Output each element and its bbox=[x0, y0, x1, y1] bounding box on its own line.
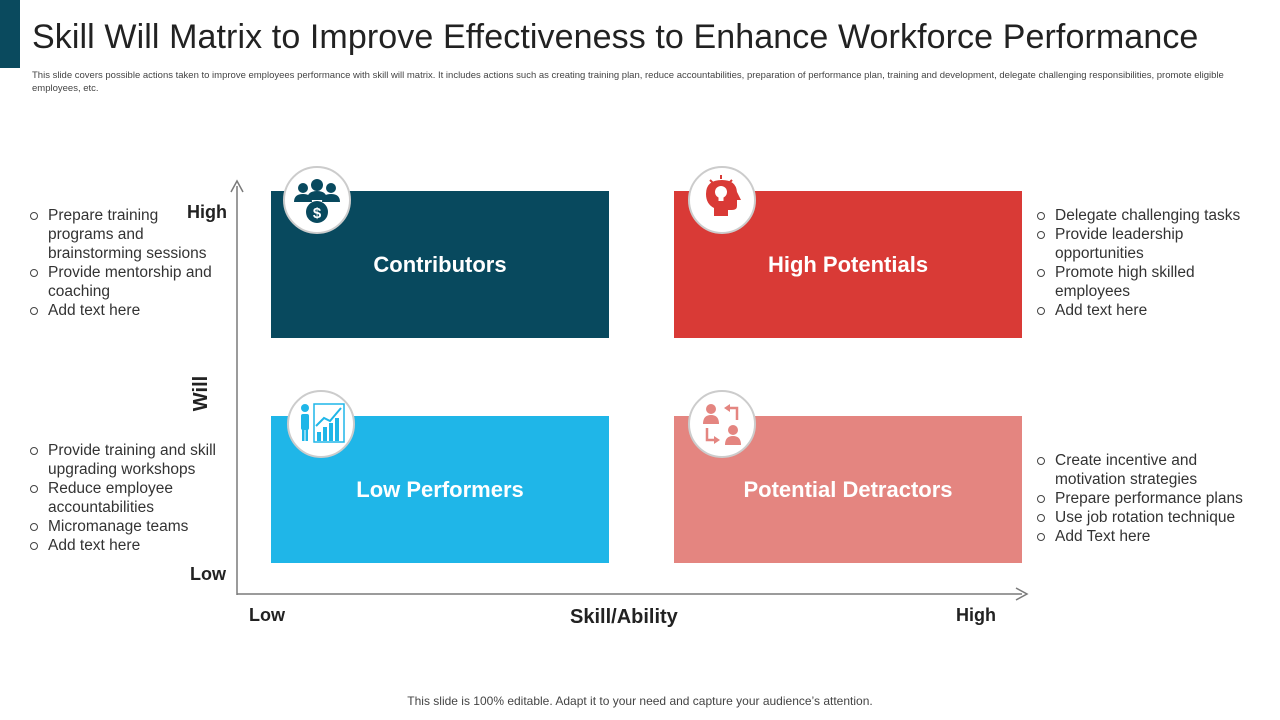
y-axis-low-label: Low bbox=[190, 564, 226, 584]
x-axis-low-label: Low bbox=[249, 605, 285, 625]
potential-detractors-actions-list: Create incentive and motivation strategi… bbox=[1037, 451, 1262, 546]
x-axis-arrow bbox=[1015, 587, 1029, 601]
y-axis-arrow bbox=[230, 179, 244, 193]
list-item: Add text here bbox=[30, 301, 220, 320]
list-item: Provide training and skill upgrading wor… bbox=[30, 441, 235, 479]
list-item: Prepare performance plans bbox=[1037, 489, 1262, 508]
svg-text:$: $ bbox=[313, 205, 322, 222]
list-item: Provide mentorship and coaching bbox=[30, 263, 220, 301]
quadrant-high-potentials-label: High Potentials bbox=[767, 251, 929, 277]
quadrant-contributors-label: Contributors bbox=[373, 251, 507, 277]
title-accent-bar bbox=[0, 0, 20, 68]
team-dollar-icon: $ bbox=[283, 166, 351, 234]
x-axis-high-label: High bbox=[956, 605, 996, 625]
list-item: Provide leadership opportunities bbox=[1037, 225, 1262, 263]
people-exchange-icon bbox=[688, 390, 756, 458]
list-item: Micromanage teams bbox=[30, 517, 235, 536]
y-axis-high-label: High bbox=[187, 202, 227, 222]
high-potentials-actions-list: Delegate challenging tasks Provide leade… bbox=[1037, 206, 1262, 320]
list-item: Create incentive and motivation strategi… bbox=[1037, 451, 1262, 489]
list-item: Promote high skilled employees bbox=[1037, 263, 1262, 301]
quadrant-low-performers-label: Low Performers bbox=[356, 476, 524, 502]
contributors-actions-list: Prepare training programs and brainstorm… bbox=[30, 206, 220, 320]
list-item: Reduce employee accountabilities bbox=[30, 479, 235, 517]
quadrant-high-potentials: High Potentials bbox=[674, 191, 1022, 338]
list-item: Add text here bbox=[30, 536, 235, 555]
person-growth-chart-icon bbox=[287, 390, 355, 458]
list-item: Add Text here bbox=[1037, 527, 1262, 546]
list-item: Use job rotation technique bbox=[1037, 508, 1262, 527]
head-lightbulb-icon bbox=[688, 166, 756, 234]
x-axis-title: Skill/Ability bbox=[570, 606, 678, 628]
quadrant-potential-detractors-label: Potential Detractors bbox=[743, 476, 953, 502]
footer-note: This slide is 100% editable. Adapt it to… bbox=[407, 694, 873, 708]
page-title: Skill Will Matrix to Improve Effectivene… bbox=[32, 18, 1199, 56]
list-item: Delegate challenging tasks bbox=[1037, 206, 1262, 225]
y-axis-title: Will bbox=[190, 375, 213, 412]
list-item: Prepare training programs and brainstorm… bbox=[30, 206, 220, 263]
low-performers-actions-list: Provide training and skill upgrading wor… bbox=[30, 441, 235, 555]
list-item: Add text here bbox=[1037, 301, 1262, 320]
page-subtitle: This slide covers possible actions taken… bbox=[32, 70, 1224, 94]
